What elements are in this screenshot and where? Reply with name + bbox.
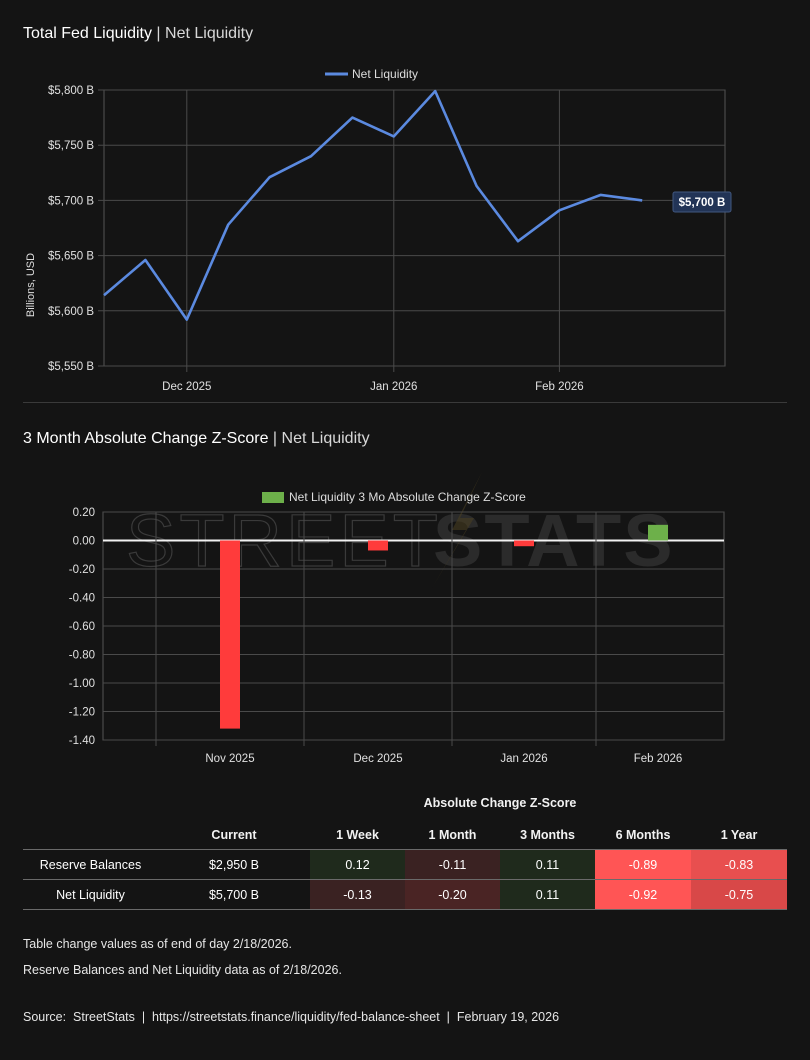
zscore-bar [648, 524, 668, 541]
y-tick-label: $5,650 B [48, 251, 94, 263]
source-footer: Source: StreetStats | https://streetstat… [23, 1010, 559, 1024]
legend-label: Net Liquidity 3 Mo Absolute Change Z-Sco… [289, 490, 526, 504]
top-chart-title: Total Fed Liquidity | Net Liquidity [23, 25, 253, 43]
zscore-cell: -0.83 [691, 849, 787, 880]
zscore-cell: -0.75 [691, 879, 787, 910]
table-row: Reserve Balances $2,950 B 0.12 -0.11 0.1… [23, 849, 787, 880]
row-name: Reserve Balances [39, 857, 142, 872]
y-tick-label: -0.80 [69, 650, 95, 662]
zscore-bar [514, 540, 534, 547]
note-line-1: Table change values as of end of day 2/1… [23, 937, 292, 951]
x-tick-label: Nov 2025 [205, 753, 254, 765]
top-chart-title-sep: | [151, 25, 166, 42]
bottom-chart-title-sep: | [268, 430, 282, 447]
source-url[interactable]: https://streetstats.finance/liquidity/fe… [152, 1010, 440, 1024]
header-1-week: 1 Week [336, 827, 379, 842]
net-liquidity-line-chart: $5,550 B $5,600 B $5,650 B $5,700 B $5,750 B… [25, 67, 732, 393]
line-chart-grid: $5,550 B $5,600 B $5,650 B $5,700 B $5,750 B… [48, 85, 726, 393]
y-tick-label: -0.60 [69, 621, 95, 633]
table-super-header: Absolute Change Z-Score [423, 796, 577, 810]
x-tick-label: Jan 2026 [370, 381, 417, 393]
watermark-bolt-icon [432, 472, 482, 588]
row-current: $2,950 B [208, 857, 260, 872]
y-tick-label: 0.20 [73, 507, 95, 519]
top-chart-title-main: Total Fed Liquidity [23, 25, 152, 42]
bar-chart-legend: Net Liquidity 3 Mo Absolute Change Z-Sco… [262, 490, 526, 504]
table-header-row: Current 1 Week 1 Month 3 Months 6 Months… [23, 820, 787, 850]
zscore-cell: -0.13 [310, 879, 405, 910]
last-value-label: $5,700 B [672, 191, 732, 213]
row-current: $5,700 B [208, 887, 260, 902]
zscore-bar [220, 540, 240, 729]
zscore-cell: 0.11 [500, 879, 595, 910]
bar-series [220, 524, 668, 729]
x-tick-label: Jan 2026 [500, 753, 547, 765]
x-tick-label: Dec 2025 [353, 753, 402, 765]
header-6-months: 6 Months [615, 827, 671, 842]
line-chart-legend: Net Liquidity [325, 67, 418, 81]
legend-label: Net Liquidity [352, 67, 418, 81]
zscore-bar [368, 540, 388, 551]
series-line-net-liquidity [103, 89, 643, 321]
top-chart-title-sub: Net Liquidity [165, 25, 254, 42]
zscore-bar-chart: STREET STATS 0.200.00-0.20-0.40-0.60-0.8… [69, 472, 725, 765]
y-tick-label: $5,550 B [48, 361, 94, 373]
y-tick-label: -1.40 [69, 735, 95, 747]
x-tick-label: Dec 2025 [162, 381, 211, 393]
header-1-year: 1 Year [720, 827, 758, 842]
header-name [23, 820, 158, 850]
y-tick-label: $5,600 B [48, 306, 94, 318]
bottom-chart-title: 3 Month Absolute Change Z-Score | Net Li… [23, 430, 370, 448]
y-tick-label: -1.00 [69, 678, 95, 690]
source-name: StreetStats [73, 1010, 135, 1024]
y-tick-label: $5,750 B [48, 140, 94, 152]
zscore-cell: 0.11 [500, 849, 595, 880]
y-axis-label: Billions, USD [25, 253, 37, 317]
legend-bar-swatch [262, 492, 284, 503]
y-tick-label: -0.40 [69, 593, 95, 605]
bottom-chart-title-main: 3 Month Absolute Change Z-Score [23, 430, 269, 447]
zscore-cell: -0.20 [405, 879, 500, 910]
x-tick-label: Feb 2026 [535, 381, 584, 393]
bottom-chart-title-sub: Net Liquidity [281, 430, 370, 447]
row-name: Net Liquidity [56, 887, 125, 902]
y-tick-label: -1.20 [69, 707, 95, 719]
y-tick-label: -0.20 [69, 564, 95, 576]
last-value-text: $5,700 B [679, 197, 726, 209]
y-tick-label: 0.00 [73, 536, 95, 548]
footer-sep: | [446, 1010, 450, 1024]
header-3-months: 3 Months [520, 827, 575, 842]
zscore-cell: -0.89 [595, 849, 691, 880]
y-tick-label: $5,800 B [48, 85, 94, 97]
zscore-cell: 0.12 [310, 849, 405, 880]
y-tick-label: $5,700 B [48, 195, 94, 207]
zscore-cell: -0.92 [595, 879, 691, 910]
line-series [103, 89, 643, 321]
plot-frame [103, 89, 726, 367]
note-line-2: Reserve Balances and Net Liquidity data … [23, 963, 342, 977]
zscore-cell: -0.11 [405, 849, 500, 880]
zscore-table: Current 1 Week 1 Month 3 Months 6 Months… [23, 820, 787, 910]
section-divider [23, 402, 787, 403]
x-tick-label: Feb 2026 [634, 753, 683, 765]
source-label: Source: [23, 1010, 67, 1024]
footer-sep: | [141, 1010, 146, 1024]
table-row: Net Liquidity $5,700 B -0.13 -0.20 0.11 … [23, 879, 787, 910]
header-current: Current [211, 827, 257, 842]
bar-chart-grid: 0.20 0.00 -0.20 -0.40 -0.60 -0.80 -1.00 -1.20 -1… [69, 507, 725, 765]
header-1-month: 1 Month [428, 827, 477, 842]
last-value-box [672, 191, 732, 213]
source-date: February 19, 2026 [456, 1010, 560, 1024]
